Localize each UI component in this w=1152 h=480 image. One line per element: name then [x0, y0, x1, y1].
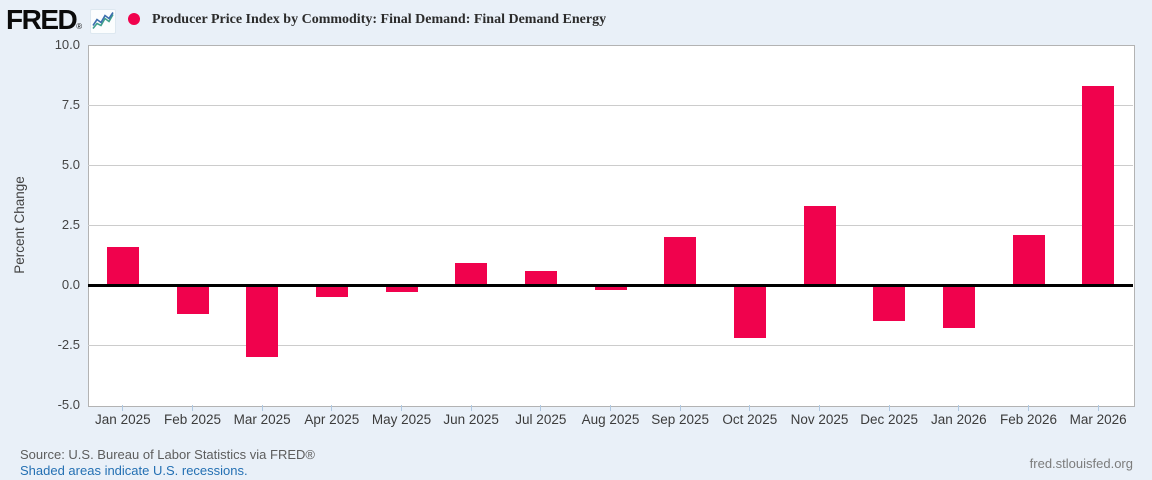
x-label-mar-2026: Mar 2026 — [1069, 412, 1127, 427]
bar-jun-2025 — [455, 263, 488, 285]
x-tick-mar-2025 — [261, 405, 263, 411]
x-tick-aug-2025 — [610, 405, 611, 411]
gridline--2.5 — [88, 344, 1133, 346]
y-tick-label-10.0: 10.0 — [54, 37, 80, 52]
fred-site-link[interactable]: fred.stlouisfed.org — [1029, 456, 1133, 471]
x-tick-mar-2026 — [1097, 405, 1099, 411]
y-tick-label--2.5: -2.5 — [57, 337, 80, 352]
x-tick-nov-2025 — [819, 405, 820, 411]
x-label-apr-2025: Apr 2025 — [304, 412, 360, 427]
x-label-oct-2025: Oct 2025 — [722, 412, 778, 427]
x-label-may-2025: May 2025 — [371, 412, 432, 427]
bar-aug-2025 — [594, 285, 627, 290]
x-tick-oct-2025 — [749, 405, 751, 411]
x-tick-may-2025 — [401, 405, 402, 411]
x-label-nov-2025: Nov 2025 — [790, 412, 849, 427]
bar-sep-2025 — [664, 237, 697, 285]
y-tick-label-0.0: 0.0 — [61, 277, 80, 292]
recessions-link[interactable]: Shaded areas indicate U.S. recessions. — [20, 463, 248, 478]
bar-nov-2025 — [803, 205, 836, 285]
x-label-feb-2025: Feb 2025 — [163, 412, 221, 427]
chart-title: Producer Price Index by Commodity: Final… — [152, 12, 607, 27]
bar-may-2025 — [385, 285, 418, 293]
gridline-7.5 — [88, 104, 1133, 106]
x-tick-jun-2025 — [470, 405, 472, 411]
x-label-mar-2025: Mar 2025 — [233, 412, 291, 427]
x-label-dec-2025: Dec 2025 — [860, 412, 919, 427]
x-tick-feb-2026 — [1028, 405, 1029, 411]
x-tick-jan-2025 — [122, 405, 124, 411]
bar-jul-2025 — [524, 270, 557, 285]
registered-mark: ® — [76, 22, 83, 31]
x-tick-dec-2025 — [888, 405, 890, 411]
series-legend-dot-icon — [128, 13, 140, 25]
x-tick-jul-2025 — [540, 405, 542, 411]
bar-mar-2025 — [246, 285, 279, 357]
gridline-2.5 — [88, 224, 1133, 226]
fred-logo[interactable]: FRED® — [6, 4, 82, 36]
bar-mar-2026 — [1082, 85, 1115, 285]
x-label-jun-2025: Jun 2025 — [443, 412, 499, 427]
x-tick-jan-2026 — [958, 405, 960, 411]
x-tick-feb-2025 — [192, 405, 193, 411]
x-tick-apr-2025 — [331, 405, 333, 411]
fred-logo-text: FRED — [6, 4, 78, 35]
bar-oct-2025 — [733, 285, 766, 338]
bar-apr-2025 — [315, 285, 348, 297]
y-tick-label-7.5: 7.5 — [61, 97, 80, 112]
gridline-5.0 — [88, 164, 1133, 166]
x-label-aug-2025: Aug 2025 — [581, 412, 640, 427]
bar-feb-2025 — [176, 285, 209, 314]
x-label-jan-2026: Jan 2026 — [931, 412, 987, 427]
x-tick-sep-2025 — [679, 405, 681, 411]
x-label-sep-2025: Sep 2025 — [651, 412, 710, 427]
y-tick-label-5.0: 5.0 — [61, 157, 80, 172]
x-label-feb-2026: Feb 2026 — [999, 412, 1057, 427]
y-tick-label-2.5: 2.5 — [61, 217, 80, 232]
bar-dec-2025 — [873, 285, 906, 321]
zero-line — [88, 283, 1133, 287]
source-note: Source: U.S. Bureau of Labor Statistics … — [20, 447, 315, 462]
y-tick-label--5.0: -5.0 — [57, 397, 80, 412]
fred-sparkline-icon — [90, 9, 116, 34]
x-label-jul-2025: Jul 2025 — [515, 412, 567, 427]
bar-jan-2026 — [942, 285, 975, 329]
x-label-jan-2025: Jan 2025 — [95, 412, 151, 427]
plot-area — [88, 45, 1135, 407]
bar-jan-2025 — [106, 246, 139, 285]
bar-feb-2026 — [1012, 234, 1045, 285]
